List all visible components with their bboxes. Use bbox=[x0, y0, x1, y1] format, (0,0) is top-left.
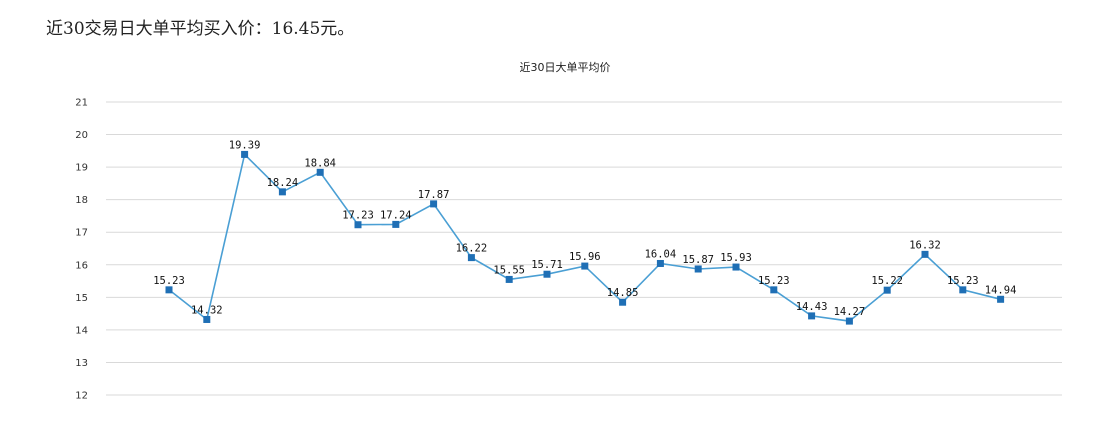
data-label: 15.96 bbox=[569, 251, 601, 263]
y-tick-label: 19 bbox=[75, 163, 88, 174]
chart-title: 近30日大单平均价 bbox=[520, 60, 611, 74]
data-point-marker bbox=[656, 259, 664, 267]
y-tick-label: 18 bbox=[75, 195, 88, 206]
data-label: 14.27 bbox=[834, 306, 866, 318]
y-tick-label: 14 bbox=[75, 325, 88, 336]
data-point-marker bbox=[392, 220, 400, 228]
data-label: 15.55 bbox=[493, 264, 525, 276]
data-label: 14.85 bbox=[607, 287, 639, 299]
data-point-marker bbox=[165, 286, 173, 294]
data-label: 15.23 bbox=[947, 275, 979, 287]
summary-text: 近30交易日大单平均买入价：16.45元。 bbox=[46, 19, 355, 39]
data-point-marker bbox=[241, 150, 249, 158]
data-point-marker bbox=[694, 265, 702, 273]
data-point-marker bbox=[997, 295, 1005, 303]
y-tick-label: 12 bbox=[75, 391, 88, 402]
data-label: 17.87 bbox=[418, 189, 450, 201]
data-point-marker bbox=[203, 315, 211, 323]
data-label: 17.23 bbox=[342, 210, 374, 222]
data-point-marker bbox=[732, 263, 740, 271]
data-point-marker bbox=[543, 270, 551, 278]
data-label: 15.71 bbox=[531, 259, 563, 271]
y-tick-label: 20 bbox=[75, 130, 88, 141]
data-label: 14.43 bbox=[796, 301, 828, 313]
y-tick-label: 17 bbox=[75, 228, 88, 239]
data-label: 17.24 bbox=[380, 209, 412, 221]
data-point-marker bbox=[959, 286, 967, 294]
y-tick-label: 13 bbox=[75, 358, 88, 369]
line-chart: 近30日大单平均价 21 20 19 18 17 16 15 14 13 12 15.23 14.3… bbox=[75, 60, 1062, 402]
data-label: 19.39 bbox=[229, 139, 261, 151]
y-tick-label: 16 bbox=[75, 260, 88, 271]
data-label: 15.23 bbox=[758, 275, 790, 287]
data-point-marker bbox=[770, 286, 778, 294]
data-point-marker bbox=[845, 317, 853, 325]
data-label: 18.24 bbox=[267, 177, 299, 189]
data-point-marker bbox=[316, 168, 324, 176]
data-point-marker bbox=[619, 298, 627, 306]
data-label: 16.32 bbox=[909, 239, 941, 251]
chart-container: 近30日大单平均价 21 20 19 18 17 16 15 14 13 12 15.23 14.3… bbox=[0, 50, 1107, 424]
data-label: 16.22 bbox=[456, 243, 488, 255]
data-point-marker bbox=[354, 221, 362, 229]
data-label: 14.32 bbox=[191, 304, 223, 316]
data-point-marker bbox=[505, 275, 513, 283]
data-label: 18.84 bbox=[304, 157, 336, 169]
data-label: 14.94 bbox=[985, 284, 1017, 296]
series-layer bbox=[165, 150, 1005, 325]
data-label: 15.22 bbox=[871, 275, 903, 287]
y-tick-label: 15 bbox=[75, 293, 88, 304]
data-point-marker bbox=[467, 254, 475, 262]
data-label: 15.93 bbox=[720, 252, 752, 264]
data-label: 15.87 bbox=[682, 254, 714, 266]
data-point-marker bbox=[278, 188, 286, 196]
data-label: 16.04 bbox=[645, 248, 677, 260]
data-point-marker bbox=[581, 262, 589, 270]
data-point-marker bbox=[430, 200, 438, 208]
data-label: 15.23 bbox=[153, 275, 185, 287]
data-labels: 15.23 14.32 19.39 18.24 18.84 17.23 17.24 17.87… bbox=[153, 139, 1016, 318]
y-axis-ticks: 21 20 19 18 17 16 15 14 13 12 bbox=[75, 98, 88, 402]
data-point-marker bbox=[808, 312, 816, 320]
y-tick-label: 21 bbox=[75, 98, 88, 109]
data-point-marker bbox=[921, 250, 929, 258]
data-point-marker bbox=[883, 286, 891, 294]
